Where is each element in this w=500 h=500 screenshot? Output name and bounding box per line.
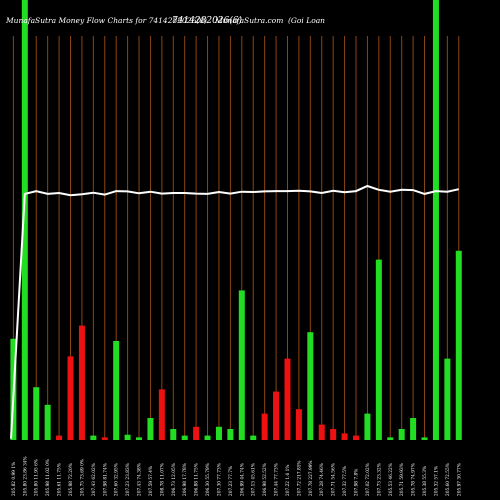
volume-bar [250, 435, 257, 440]
volume-bar [307, 332, 314, 440]
volume-bar [67, 356, 74, 440]
volume-bar [181, 435, 188, 440]
x-tick-label: 207.23 23.83% [126, 463, 131, 496]
x-tick-label: 205.61 11.75% [58, 463, 63, 496]
chart-title-code: 7414282026(6) [172, 15, 242, 26]
x-tick-label: 207.30 77.73% [217, 463, 222, 496]
volume-bar [21, 0, 28, 440]
chart-title-instrument: (Goi Loan [288, 16, 325, 25]
x-tick-label: 205.60 72.55% [446, 463, 451, 496]
x-tick-label: 207.44 77.73% [275, 463, 280, 496]
x-tick-label: 206.99 44.74% [240, 463, 245, 496]
volume-bar [238, 290, 245, 440]
x-tick-label: 207.22 1.6 1% [286, 465, 291, 496]
x-tick-label: 205.71 59.93% [400, 463, 405, 496]
x-tick-label: 206.98 17.78% [183, 463, 188, 496]
volume-bar [33, 387, 40, 440]
volume-bar [56, 435, 63, 440]
x-tick-label: 205.75 73.69 0% [80, 459, 85, 496]
gridlines [12, 36, 460, 440]
x-tick-label: 208.78 11.07% [160, 463, 165, 496]
volume-bar [215, 426, 222, 440]
volume-bar [170, 429, 177, 440]
x-tick-label: 205.82 0.99 1% [12, 462, 17, 496]
volume-bar [90, 435, 97, 440]
chart-title-site: MunafaSutra.com [214, 16, 283, 25]
price-line [10, 184, 460, 439]
volume-bar [455, 250, 462, 440]
x-tick-label: 207.43 74.38% [138, 463, 143, 496]
x-tick-label: 207.23 77.7% [229, 466, 234, 496]
x-tick-label: 205.97 30.77% [457, 463, 462, 496]
volume-bar [398, 429, 405, 440]
x-tick-label: 207.28 74.46% [320, 463, 325, 496]
x-tick-labels: 205.82 0.99 1% 205.80 23.86 34% 205.80 11.… [12, 456, 462, 496]
chart-title: MunafaSutra Money Flow Charts for 741428… [5, 16, 207, 25]
x-tick-label: 205.98 72.20% [69, 463, 74, 496]
x-tick-label: 205.78 74.97% [412, 463, 417, 496]
volume-bar [410, 418, 417, 440]
volume-bar [158, 389, 165, 440]
x-tick-label: 207.60 32.95% [115, 463, 120, 496]
x-tick-label: 206.88 11.75% [195, 463, 200, 496]
x-tick-label: 205.80 23.86 34% [23, 456, 28, 496]
volume-bar [101, 437, 108, 440]
x-tick-label: 207.71 54.56% [332, 463, 337, 496]
x-tick-label: 207.59 57.4% [149, 466, 154, 496]
volume-bar [78, 325, 85, 440]
volume-bar [353, 435, 359, 440]
volume-bar [318, 424, 325, 440]
x-tick-label: 207.73 23.32% [377, 463, 382, 496]
x-tick-label: 206.30 55.79% [206, 463, 211, 496]
x-tick-label: 207.78 227.99% [309, 460, 314, 496]
volume-bar [124, 434, 131, 440]
x-tick-label: 205.38 55.3% [423, 466, 428, 496]
volume-bar [387, 437, 394, 440]
x-tick-label: 206.98 52.52% [263, 463, 268, 496]
x-tick-label: 205.80 11.95 6% [35, 459, 40, 496]
x-tick-label: 206.73 12.05% [172, 463, 177, 496]
volume-bar [421, 437, 428, 440]
x-tick-label: 205.32 57.1% [434, 466, 439, 496]
volume-bar [330, 429, 337, 440]
volume-bar [341, 433, 348, 440]
volume-bar [284, 358, 291, 440]
volume-bar [44, 404, 51, 440]
x-tick-label: 207.43 62.02% [92, 463, 97, 496]
x-tick-label: 205.98 11.02 0% [46, 459, 51, 496]
x-tick-label: 205.53 46.22% [389, 463, 394, 496]
x-tick-label: 207.98 81.74% [103, 463, 108, 496]
volume-bar [147, 418, 154, 440]
volume-bar [227, 429, 234, 440]
volume-bar [136, 437, 143, 440]
volume-bar [364, 413, 371, 440]
x-tick-label: 207.13 45.61% [252, 463, 257, 496]
volume-bar [432, 0, 439, 440]
x-tick-label: 207.32 77.5% [343, 466, 348, 496]
volume-bar [444, 358, 451, 440]
volume-bar [295, 409, 302, 440]
volume-bar [273, 391, 280, 440]
volume-bar [193, 426, 200, 440]
volume-bar [375, 259, 382, 440]
volume-bar [261, 413, 268, 440]
x-tick-label: 207.72 217.85% [297, 460, 302, 496]
x-tick-label: 207.02 72.02% [366, 463, 371, 496]
volume-bar [113, 341, 120, 440]
x-tick-label: 207.98 7.8% [355, 469, 360, 496]
volume-bar [204, 435, 211, 440]
